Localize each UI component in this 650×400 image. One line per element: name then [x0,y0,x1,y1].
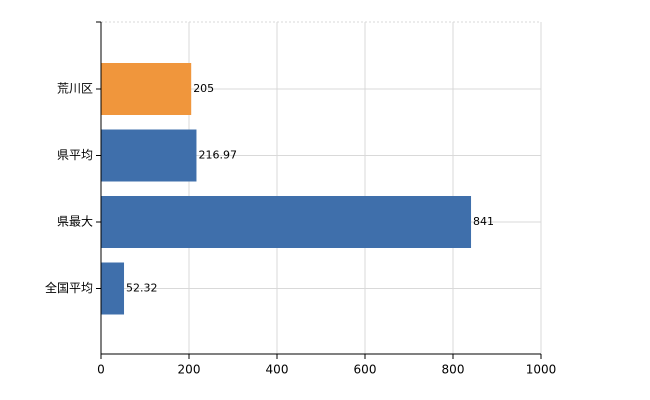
value-label: 841 [473,215,494,228]
bar [101,129,197,182]
x-tick-label: 400 [266,363,289,377]
value-label: 216.97 [198,149,237,162]
y-tick-label: 県平均 [57,148,93,162]
value-label: 205 [193,82,214,95]
x-tick-label: 1000 [526,363,557,377]
x-tick-label: 800 [442,363,465,377]
value-label: 52.32 [126,282,158,295]
y-tick-label: 荒川区 [57,82,93,96]
bar [101,196,472,248]
y-tick-label: 全国平均 [45,280,93,295]
y-tick-label: 県最大 [57,215,93,229]
x-tick-label: 200 [178,363,201,377]
bar [101,63,192,115]
x-tick-label: 0 [97,363,105,377]
bar [101,262,125,315]
x-tick-label: 600 [354,363,377,377]
